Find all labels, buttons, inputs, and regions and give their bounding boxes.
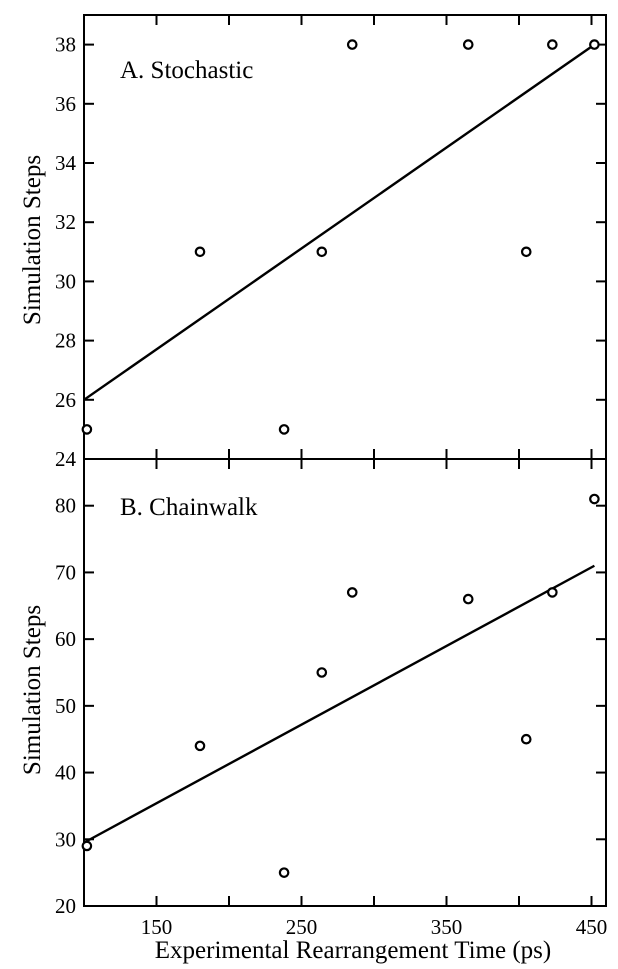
data-point-stochastic [194, 246, 206, 258]
plot-frame-chainwalk [83, 458, 607, 907]
panel-title-stochastic: A. Stochastic [120, 57, 253, 84]
y-tick-label-stochastic: 32 [55, 210, 76, 234]
y-axis-title-chainwalk: Simulation Steps [19, 605, 46, 775]
y-tick-label-chainwalk: 20 [55, 894, 76, 918]
y-tick-label-stochastic: 36 [55, 92, 76, 116]
y-tick-label-chainwalk: 50 [55, 694, 76, 718]
data-point-chainwalk [81, 840, 93, 852]
data-point-stochastic [520, 246, 532, 258]
data-point-stochastic [547, 39, 558, 50]
y-axis-title-stochastic: Simulation Steps [19, 155, 46, 325]
x-tick-label-chainwalk: 450 [576, 915, 608, 939]
y-tick-label-stochastic: 24 [55, 447, 77, 471]
fit-line-chainwalk [83, 564, 595, 844]
y-tick-label-stochastic: 30 [55, 269, 76, 293]
fit-line-stochastic [83, 43, 596, 401]
x-axis-title: Experimental Rearrangement Time (ps) [155, 937, 551, 964]
y-tick-label-chainwalk: 80 [55, 494, 76, 518]
data-point-chainwalk [194, 740, 206, 752]
data-point-stochastic [81, 424, 93, 435]
data-point-stochastic [346, 39, 358, 50]
y-tick-label-chainwalk: 30 [55, 827, 76, 851]
y-tick-label-chainwalk: 40 [55, 761, 76, 785]
panel-title-chainwalk: B. Chainwalk [120, 494, 258, 521]
data-point-chainwalk [346, 587, 358, 598]
y-tick-label-chainwalk: 60 [55, 627, 76, 651]
y-tick-label-stochastic: 28 [55, 329, 76, 353]
x-tick-label-chainwalk: 250 [286, 915, 318, 939]
y-tick-label-stochastic: 34 [55, 151, 77, 175]
data-point-chainwalk [316, 667, 328, 678]
x-tick-label-chainwalk: 150 [141, 915, 173, 939]
data-point-chainwalk [278, 867, 290, 878]
data-point-stochastic [589, 39, 600, 50]
panel-stochastic: A. Stochastic Simulation Steps 24 26 28 30 3… [19, 14, 607, 471]
data-point-chainwalk [462, 593, 474, 605]
data-point-stochastic [462, 39, 474, 50]
panel-chainwalk: B. Chainwalk Simulation Steps 20 30 40 50 60… [19, 458, 608, 939]
y-tick-label-chainwalk: 70 [55, 560, 76, 584]
x-tick-label-chainwalk: 350 [431, 915, 463, 939]
data-point-chainwalk [589, 493, 600, 505]
data-point-chainwalk [547, 587, 558, 598]
data-point-stochastic [278, 424, 290, 435]
data-point-stochastic [316, 246, 328, 258]
data-point-chainwalk [520, 733, 532, 745]
y-tick-label-stochastic: 26 [55, 388, 76, 412]
y-tick-label-stochastic: 38 [55, 33, 76, 57]
